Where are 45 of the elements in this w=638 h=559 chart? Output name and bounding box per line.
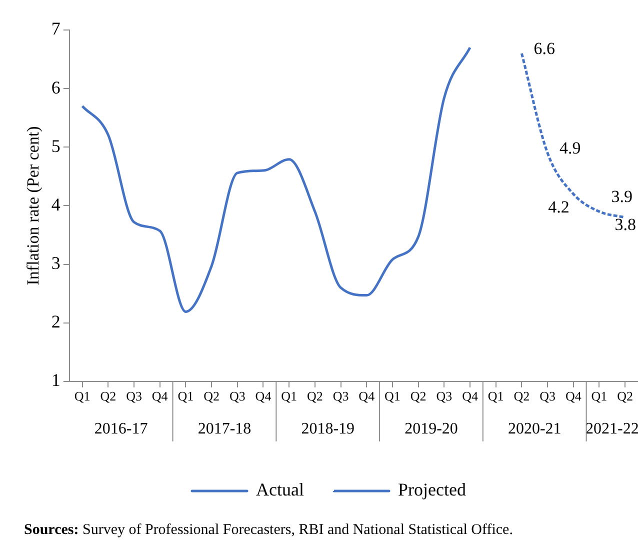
x-tick-label: Q2 [306, 388, 323, 404]
x-tick-label: Q1 [488, 388, 504, 404]
text: 2020-21 [508, 420, 562, 438]
data-label: 3.8 [614, 214, 636, 234]
text: 2017-18 [198, 420, 252, 438]
y-axis-title: Inflation rate (Per cent) [24, 126, 43, 286]
data-label: 4.2 [548, 197, 570, 216]
text: 2021-22 [585, 420, 638, 438]
x-tick-label: Q4 [565, 388, 582, 404]
data-label: 3.9 [611, 187, 632, 206]
x-tick-label: Q2 [514, 388, 530, 404]
x-tick-label: Q3 [436, 388, 452, 404]
x-tick-label: Q3 [540, 388, 556, 404]
x-tick-label: Q4 [255, 388, 272, 404]
x-tick-label: Q3 [229, 388, 246, 404]
x-tick-label: Q1 [384, 388, 400, 404]
x-tick-label: Q1 [591, 388, 608, 404]
source-note: Sources: Survey of Professional Forecasters, RBI and National Statistical Office. [24, 522, 514, 539]
y-tick-label: 3 [51, 253, 60, 273]
data-label: 4.9 [560, 138, 581, 158]
x-tick-label: Q2 [410, 388, 426, 404]
x-tick-label: Q4 [358, 388, 376, 404]
text: 2016-17 [94, 420, 148, 438]
x-tick-label: Q3 [332, 388, 349, 404]
y-tick-label: 7 [51, 18, 60, 39]
y-tick-label: 1 [51, 370, 60, 390]
x-tick-label: Q4 [152, 388, 168, 404]
x-tick-label: Q2 [617, 388, 634, 404]
x-tick-label: Q3 [126, 388, 142, 404]
legend-label: Actual [256, 480, 304, 500]
x-tick-label: Q2 [204, 388, 220, 404]
x-tick-label: Q1 [178, 388, 194, 404]
x-tick-label: Q1 [281, 388, 298, 404]
y-tick-label: 5 [51, 136, 60, 156]
legend-label: Projected [398, 480, 466, 500]
text: 2018-19 [301, 420, 355, 438]
y-tick-label: 6 [51, 77, 60, 98]
y-tick-label: 4 [51, 194, 60, 214]
data-label: 6.6 [534, 38, 555, 58]
text: 2019-20 [404, 420, 458, 438]
x-tick-label: Q1 [74, 388, 90, 404]
x-tick-label: Q2 [100, 388, 116, 404]
x-tick-label: Q4 [462, 388, 478, 404]
y-tick-label: 2 [51, 312, 60, 332]
line-series [81, 46, 472, 313]
